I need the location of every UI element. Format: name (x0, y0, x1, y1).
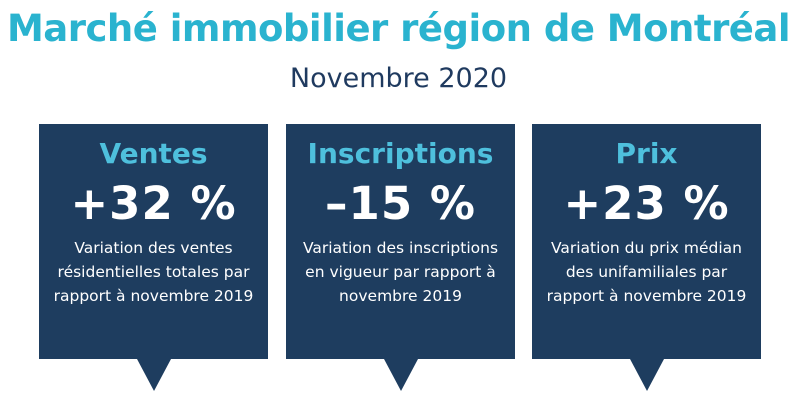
card-title: Ventes (99, 137, 208, 170)
card-description: Variation des ventes résidentielles tota… (53, 239, 254, 305)
card-value: +32 % (70, 177, 237, 230)
callout-arrow (629, 359, 664, 391)
card-ventes: Ventes +32 % Variation des ventes réside… (39, 124, 268, 391)
card-title: Prix (615, 137, 678, 170)
callout-arrow (383, 359, 418, 391)
card-inscriptions: Inscriptions –15 % Variation des inscrip… (286, 124, 515, 391)
card-value: +23 % (563, 177, 730, 230)
card-description: Variation du prix médian des unifamilial… (546, 239, 747, 305)
card-description: Variation des inscriptions en vigueur pa… (302, 239, 499, 305)
page-subtitle: Novembre 2020 (289, 63, 508, 94)
card-prix: Prix +23 % Variation du prix médian des … (532, 124, 761, 391)
card-title: Inscriptions (307, 137, 494, 170)
card-value: –15 % (325, 177, 476, 230)
page-title: Marché immobilier région de Montréal (6, 7, 791, 50)
callout-arrow (136, 359, 171, 391)
